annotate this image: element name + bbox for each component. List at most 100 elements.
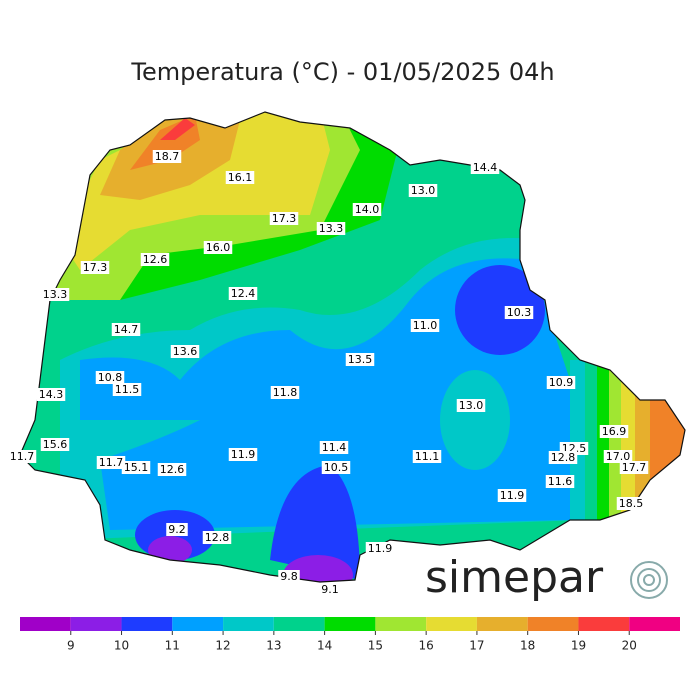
colorbar-tick-label: 20 bbox=[622, 639, 637, 653]
label-box bbox=[228, 448, 258, 461]
contour-label: 13.3 bbox=[43, 288, 68, 301]
colorbar-tick-label: 12 bbox=[215, 639, 230, 653]
label-box bbox=[345, 353, 375, 366]
contour-label: 16.0 bbox=[206, 241, 231, 254]
label-box bbox=[170, 345, 200, 358]
colorbar-tick-label: 18 bbox=[520, 639, 535, 653]
label-box bbox=[410, 319, 440, 332]
contour-label: 11.1 bbox=[415, 450, 440, 463]
label-box bbox=[40, 438, 70, 451]
colorbar-segment bbox=[324, 617, 376, 631]
map-title: Temperatura (°C) - 01/05/2025 04h bbox=[130, 58, 554, 86]
logo-icon bbox=[630, 561, 668, 599]
contour-label: 11.7 bbox=[99, 456, 124, 469]
contour-label: 15.1 bbox=[124, 461, 149, 474]
colorbar-segment bbox=[273, 617, 325, 631]
colorbar-segment bbox=[629, 617, 680, 631]
label-box bbox=[316, 222, 346, 235]
label-box bbox=[40, 288, 70, 301]
label-box bbox=[545, 475, 575, 488]
label-box bbox=[278, 570, 300, 583]
contour-label: 12.4 bbox=[231, 287, 256, 300]
contour-label: 11.7 bbox=[10, 450, 35, 463]
contour-label: 9.1 bbox=[321, 583, 339, 596]
label-box bbox=[269, 212, 299, 225]
label-box bbox=[412, 450, 442, 463]
contour-label: 9.8 bbox=[280, 570, 298, 583]
contour-label: 9.2 bbox=[168, 523, 186, 536]
colorbar-tick-label: 16 bbox=[419, 639, 434, 653]
contour-label: 13.5 bbox=[348, 353, 373, 366]
colorbar-tick-label: 9 bbox=[67, 639, 75, 653]
contour-label: 15.6 bbox=[43, 438, 68, 451]
label-box bbox=[202, 531, 232, 544]
label-box bbox=[152, 150, 182, 163]
colorbar-tick-label: 10 bbox=[114, 639, 129, 653]
contour-label: 10.5 bbox=[324, 461, 349, 474]
label-box bbox=[456, 399, 486, 412]
colorbar-tick-label: 14 bbox=[317, 639, 332, 653]
colorbar-tick-label: 11 bbox=[165, 639, 180, 653]
contour-label: 12.8 bbox=[551, 451, 576, 464]
label-box bbox=[616, 497, 646, 510]
colorbar: 9 10 11 12 13 14 15 16 17 18 19 20 bbox=[20, 617, 680, 653]
colorbar-segment bbox=[476, 617, 528, 631]
contour-label: 11.0 bbox=[413, 319, 438, 332]
contour-label: 11.6 bbox=[548, 475, 573, 488]
contour-label: 10.9 bbox=[549, 376, 574, 389]
label-box bbox=[497, 489, 527, 502]
contour-label: 13.0 bbox=[411, 184, 436, 197]
contour-labels: 18.7 16.1 14.4 13.0 14.0 17.3 13.3 16.0 12.6 17.3… bbox=[7, 150, 649, 596]
label-box bbox=[225, 171, 255, 184]
label-box bbox=[228, 287, 258, 300]
contour-label: 17.0 bbox=[606, 450, 631, 463]
label-box bbox=[95, 371, 125, 384]
contour-label: 14.4 bbox=[473, 161, 498, 174]
colorbar-segment bbox=[20, 617, 71, 631]
label-box bbox=[157, 463, 187, 476]
contour-label: 17.3 bbox=[83, 261, 108, 274]
label-box bbox=[352, 203, 382, 216]
label-box bbox=[546, 376, 576, 389]
colorbar-segment bbox=[527, 617, 579, 631]
label-box bbox=[319, 441, 349, 454]
contour-label: 11.9 bbox=[368, 542, 393, 555]
label-box bbox=[96, 456, 126, 469]
contour-label: 13.6 bbox=[173, 345, 198, 358]
label-box bbox=[319, 583, 341, 596]
colorbar-segment bbox=[578, 617, 630, 631]
colorbar-tick-label: 13 bbox=[266, 639, 281, 653]
colorbar-tick-label: 17 bbox=[469, 639, 484, 653]
label-box bbox=[504, 306, 534, 319]
temperature-field bbox=[20, 112, 685, 582]
contour-label: 12.6 bbox=[160, 463, 185, 476]
contour-label: 12.8 bbox=[205, 531, 230, 544]
label-box bbox=[36, 388, 66, 401]
label-box bbox=[603, 450, 633, 463]
contour-label: 13.3 bbox=[319, 222, 344, 235]
contour-label: 10.8 bbox=[98, 371, 123, 384]
contour-label: 11.8 bbox=[273, 386, 298, 399]
label-box bbox=[548, 451, 578, 464]
label-box bbox=[166, 523, 188, 536]
label-box bbox=[270, 386, 300, 399]
contour-label: 12.6 bbox=[143, 253, 168, 266]
label-box bbox=[203, 241, 233, 254]
label-box bbox=[121, 461, 151, 474]
contour-label: 18.5 bbox=[619, 497, 644, 510]
label-box bbox=[408, 184, 438, 197]
contour-label: 11.4 bbox=[322, 441, 347, 454]
colorbar-segment bbox=[70, 617, 122, 631]
contour-label: 10.3 bbox=[507, 306, 532, 319]
colorbar-segment bbox=[172, 617, 224, 631]
label-box bbox=[599, 425, 629, 438]
contour-label: 16.1 bbox=[228, 171, 253, 184]
contour-label: 14.0 bbox=[355, 203, 380, 216]
contour-label: 18.7 bbox=[155, 150, 180, 163]
colorbar-segment bbox=[223, 617, 274, 631]
contour-label: 17.3 bbox=[272, 212, 297, 225]
logo-text: simepar bbox=[425, 552, 604, 603]
label-box bbox=[365, 542, 395, 555]
contour-label: 14.3 bbox=[39, 388, 64, 401]
colorbar-tick-label: 19 bbox=[571, 639, 586, 653]
